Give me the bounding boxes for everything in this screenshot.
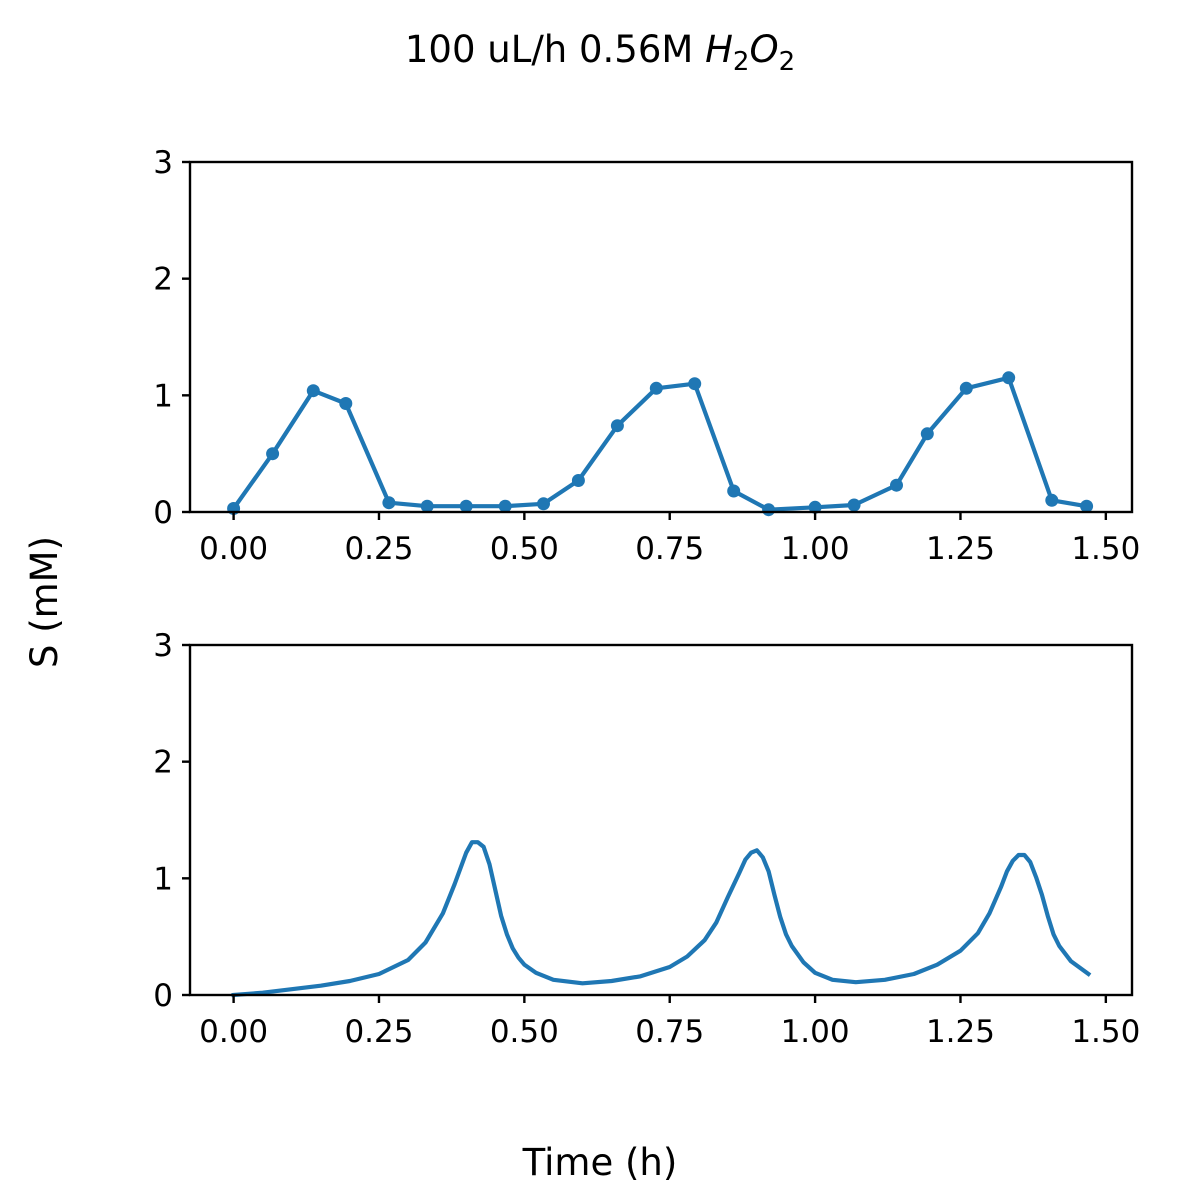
bottom-x-tick-label: 0.00 bbox=[199, 1014, 268, 1050]
bottom-x-tick-label: 1.25 bbox=[926, 1014, 995, 1050]
top-data-point bbox=[499, 500, 512, 513]
top-data-point bbox=[762, 503, 775, 516]
bottom-series-line bbox=[234, 842, 1089, 995]
top-series-line bbox=[234, 378, 1087, 510]
top-chart-frame bbox=[190, 162, 1132, 512]
bottom-y-tick-label: 0 bbox=[153, 978, 173, 1014]
bottom-chart-frame bbox=[190, 645, 1132, 995]
top-data-point bbox=[688, 377, 701, 390]
bottom-chart-x-axis: 0.00 0.25 0.50 0.75 1.00 1.25 1.50 bbox=[199, 995, 1140, 1050]
top-data-point bbox=[611, 419, 624, 432]
bottom-x-tick-label: 0.25 bbox=[344, 1014, 413, 1050]
top-x-tick-label: 0.25 bbox=[344, 531, 413, 567]
top-x-tick-label: 1.25 bbox=[926, 531, 995, 567]
title-chem-o-sub: 2 bbox=[779, 47, 796, 77]
top-data-point bbox=[1002, 371, 1015, 384]
top-chart-marks bbox=[227, 371, 1093, 516]
top-x-tick-label: 0.50 bbox=[490, 531, 559, 567]
top-y-tick-label: 1 bbox=[153, 378, 173, 414]
top-data-point bbox=[1080, 500, 1093, 513]
bottom-x-tick-label: 0.50 bbox=[490, 1014, 559, 1050]
top-y-tick-label: 3 bbox=[153, 145, 173, 181]
title-chem-o: O bbox=[749, 28, 778, 71]
top-chart-panel: 0.00 0.25 0.50 0.75 1.00 1.25 1.50 0 1 2 3 bbox=[153, 145, 1140, 567]
bottom-x-tick-label: 0.75 bbox=[635, 1014, 704, 1050]
bottom-chart-panel: 0.00 0.25 0.50 0.75 1.00 1.25 1.50 0 1 2 3 bbox=[153, 628, 1140, 1050]
top-data-point bbox=[382, 496, 395, 509]
top-data-point bbox=[848, 499, 861, 512]
x-axis-label: Time (h) bbox=[522, 1141, 678, 1184]
top-y-tick-label: 0 bbox=[153, 495, 173, 531]
bottom-chart-marks bbox=[234, 842, 1089, 995]
top-data-point bbox=[537, 497, 550, 510]
top-data-point bbox=[650, 382, 663, 395]
top-data-point bbox=[727, 485, 740, 498]
top-data-point bbox=[1045, 494, 1058, 507]
top-x-tick-label: 1.00 bbox=[781, 531, 850, 567]
title-chem-h-sub: 2 bbox=[733, 47, 750, 77]
y-axis-label: S (mM) bbox=[23, 536, 66, 668]
bottom-x-tick-label: 1.50 bbox=[1071, 1014, 1140, 1050]
top-x-tick-label: 1.50 bbox=[1071, 531, 1140, 567]
bottom-y-tick-label: 1 bbox=[153, 861, 173, 897]
top-chart-y-axis: 0 1 2 3 bbox=[153, 145, 190, 531]
top-chart-x-axis: 0.00 0.25 0.50 0.75 1.00 1.25 1.50 bbox=[199, 512, 1140, 567]
top-data-point bbox=[890, 479, 903, 492]
title-text: 100 uL/h 0.56M bbox=[405, 28, 705, 71]
bottom-x-tick-label: 1.00 bbox=[781, 1014, 850, 1050]
top-data-point bbox=[339, 397, 352, 410]
top-x-tick-label: 0.75 bbox=[635, 531, 704, 567]
top-data-point bbox=[572, 474, 585, 487]
bottom-chart-y-axis: 0 1 2 3 bbox=[153, 628, 190, 1014]
bottom-y-tick-label: 2 bbox=[153, 745, 173, 781]
bottom-y-tick-label: 3 bbox=[153, 628, 173, 664]
top-x-tick-label: 0.00 bbox=[199, 531, 268, 567]
top-data-point bbox=[266, 447, 279, 460]
title-chem-h: H bbox=[705, 28, 733, 71]
top-data-point bbox=[421, 500, 434, 513]
top-data-point bbox=[460, 500, 473, 513]
top-data-point bbox=[960, 382, 973, 395]
top-data-point bbox=[307, 384, 320, 397]
top-y-tick-label: 2 bbox=[153, 262, 173, 298]
top-data-point bbox=[921, 427, 934, 440]
figure-title: 100 uL/h 0.56M H2O2 bbox=[405, 28, 795, 77]
